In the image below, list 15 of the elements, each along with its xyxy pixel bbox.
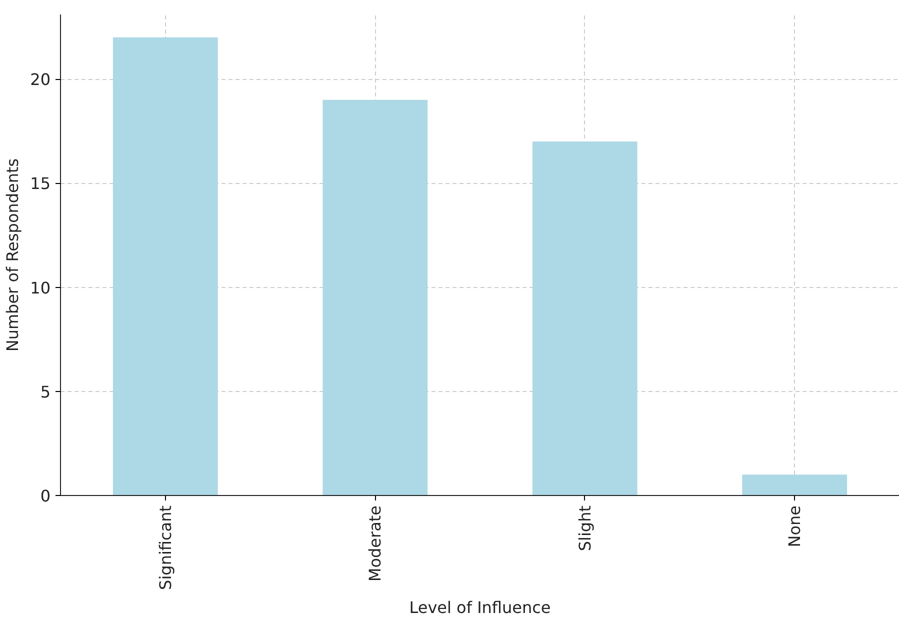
bar — [322, 100, 428, 496]
x-tick-label: Slight — [575, 505, 594, 552]
bar — [532, 142, 638, 496]
x-tick-label: None — [785, 505, 804, 548]
y-tick-label: 0 — [40, 486, 51, 506]
y-tick-label: 20 — [30, 70, 50, 90]
y-tick-label: 15 — [30, 174, 50, 194]
x-tick-label: Significant — [156, 506, 175, 590]
y-tick-label: 5 — [40, 382, 51, 402]
x-tick-label: Moderate — [366, 506, 385, 582]
y-axis-title: Number of Respondents — [3, 158, 22, 352]
x-axis-title: Level of Influence — [409, 598, 551, 617]
bar — [112, 37, 218, 496]
y-tick-label: 10 — [30, 278, 50, 298]
bar — [742, 474, 848, 496]
